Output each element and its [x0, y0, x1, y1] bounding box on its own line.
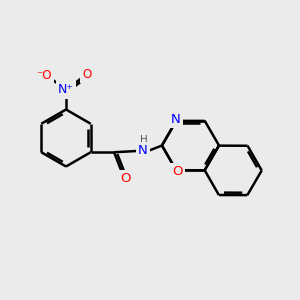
Text: O: O: [172, 165, 183, 178]
Text: N: N: [171, 165, 181, 178]
Text: ⁻O: ⁻O: [36, 69, 52, 82]
Text: O: O: [120, 172, 131, 185]
Text: O: O: [82, 68, 91, 81]
Text: N: N: [138, 144, 148, 157]
Text: N⁺: N⁺: [58, 83, 74, 97]
Text: N: N: [171, 113, 181, 126]
Text: H: H: [140, 135, 147, 145]
